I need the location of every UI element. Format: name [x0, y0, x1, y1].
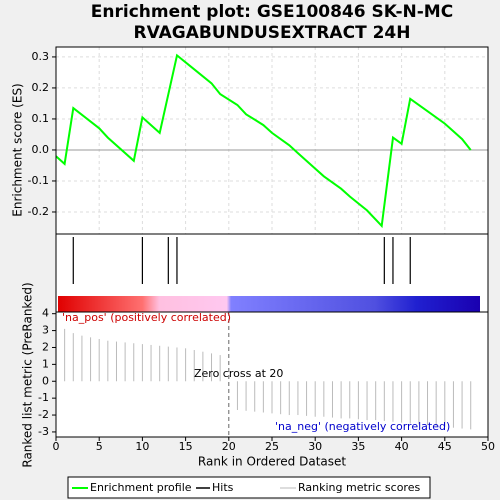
x-tick-label: 5	[96, 440, 103, 453]
y-tick-label: 2	[42, 340, 49, 353]
x-tick-label: 50	[481, 440, 495, 453]
legend	[67, 476, 431, 499]
y-tick-label: -3	[38, 425, 49, 438]
x-tick-label: 20	[222, 440, 236, 453]
y-axis-label: Ranked list metric (PreRanked)	[21, 282, 35, 467]
legend-label: Hits	[212, 481, 234, 494]
legend-label: Enrichment profile	[90, 481, 192, 494]
x-tick-label: 25	[265, 440, 279, 453]
annotation: Zero cross at 20	[194, 367, 283, 380]
y-axis-label: Enrichment score (ES)	[11, 83, 25, 216]
y-tick-label: -2	[38, 408, 49, 421]
annotation: 'na_pos' (positively correlated)	[62, 311, 231, 324]
y-tick-label: 0.0	[32, 143, 50, 156]
x-axis-label: Rank in Ordered Dataset	[198, 455, 346, 469]
legend-label: Ranking metric scores	[298, 481, 420, 494]
y-tick-label: 0.1	[32, 112, 50, 125]
x-tick-label: 45	[438, 440, 452, 453]
x-tick-label: 35	[351, 440, 365, 453]
y-tick-label: -1	[38, 391, 49, 404]
y-tick-label: 0	[42, 374, 49, 387]
y-tick-label: 3	[42, 324, 49, 337]
y-tick-label: 4	[42, 307, 49, 320]
x-tick-label: 15	[179, 440, 193, 453]
plot-frame	[55, 46, 489, 438]
y-tick-label: 1	[42, 357, 49, 370]
x-tick-label: 40	[395, 440, 409, 453]
rank-color-bar	[58, 296, 480, 312]
x-tick-label: 10	[135, 440, 149, 453]
y-tick-label: -0.1	[28, 174, 49, 187]
x-tick-label: 0	[53, 440, 60, 453]
annotation: 'na_neg' (negatively correlated)	[275, 420, 450, 433]
chart-title: Enrichment plot: GSE100846 SK-N-MC	[91, 2, 453, 22]
y-tick-label: 0.2	[32, 81, 50, 94]
chart-title: RVAGABUNDUSEXTRACT 24H	[134, 23, 411, 43]
x-tick-label: 30	[308, 440, 322, 453]
plot-area	[56, 47, 488, 437]
y-tick-label: -0.2	[28, 205, 49, 218]
y-tick-label: 0.3	[32, 50, 50, 63]
es-line	[55, 53, 472, 229]
